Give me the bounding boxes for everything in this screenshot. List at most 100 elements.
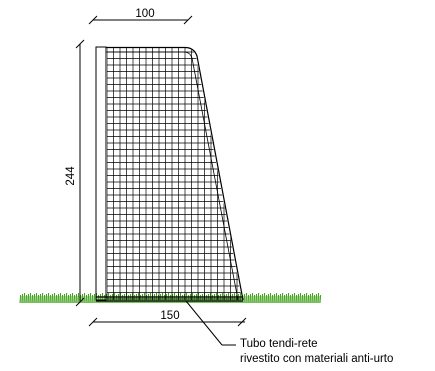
grass-blade — [303, 293, 306, 304]
grass-blade — [225, 293, 228, 304]
grass-blade — [275, 292, 278, 304]
grass-blade — [91, 294, 94, 304]
grass-blade — [71, 292, 74, 304]
grass-blade — [293, 292, 296, 304]
grass-blade — [301, 294, 304, 304]
grass-blade — [67, 294, 70, 304]
grass-blade — [317, 292, 320, 304]
grass-blade — [285, 293, 288, 304]
grass-blade — [87, 293, 90, 304]
grass-blade — [313, 294, 316, 304]
grass-blade — [63, 293, 66, 304]
grass-blade — [141, 293, 144, 304]
grass-blade — [135, 293, 138, 304]
grass-blade — [195, 293, 198, 304]
grass-blade — [271, 294, 274, 304]
grass-blade — [99, 293, 102, 304]
annotation-line-1: Tubo tendi-rete — [240, 338, 318, 350]
grass-blade — [69, 293, 72, 304]
top-width-label: 100 — [135, 8, 154, 20]
top-dimension: 100 — [88, 8, 193, 25]
grass-blade — [263, 292, 266, 304]
grass-blade — [183, 293, 186, 304]
grass-blade — [117, 293, 120, 304]
grass-blade — [35, 292, 38, 304]
grass-blade — [29, 292, 32, 304]
height-dimension: 244 — [65, 39, 85, 307]
grass-blade — [245, 292, 248, 304]
annotation-leader-line — [185, 300, 223, 346]
grass-blade — [289, 294, 292, 304]
grass-blade — [57, 293, 60, 304]
grass-blade — [283, 294, 286, 304]
grass-blade — [255, 293, 258, 304]
grass-blade — [315, 293, 318, 304]
grass-blade — [287, 292, 290, 304]
grass-blade — [307, 294, 310, 304]
grass-blade — [159, 293, 162, 304]
net-frame-outline — [106, 46, 244, 301]
grass-blade — [123, 293, 126, 304]
grass-blade — [93, 293, 96, 304]
grass-blade — [281, 292, 284, 304]
grass-blade — [111, 293, 114, 304]
grass-blade — [55, 294, 58, 304]
grass-blade — [129, 293, 132, 304]
grass-blade — [59, 292, 62, 304]
grass-blade — [279, 293, 282, 304]
grass-blade — [277, 294, 280, 304]
grass-blade — [259, 294, 262, 304]
net-frame-inner-line — [106, 51, 239, 301]
grass-blade — [297, 293, 300, 304]
base-width-label: 150 — [160, 310, 179, 322]
grass-blade — [65, 292, 68, 304]
grass-blade — [261, 293, 264, 304]
grass-blade — [265, 294, 268, 304]
grass-blade — [249, 293, 252, 304]
grass-blade — [73, 294, 76, 304]
grass-blade — [305, 292, 308, 304]
grass-blade — [147, 293, 150, 304]
grass-blade — [23, 292, 26, 304]
grass-blade — [37, 294, 40, 304]
grass-blade — [309, 293, 312, 304]
grass-blade — [43, 294, 46, 304]
grass-blade — [33, 293, 36, 304]
height-label: 244 — [65, 166, 77, 186]
grass-blade — [89, 292, 92, 304]
grass-blade — [49, 294, 52, 304]
grass-blade — [21, 293, 24, 304]
grass-blade — [103, 294, 106, 304]
grass-blade — [231, 293, 234, 304]
grass-blade — [311, 292, 314, 304]
base-dimension: 150 — [88, 310, 247, 327]
grass-blade — [219, 293, 222, 304]
grass-blade — [75, 293, 78, 304]
grass-blade — [291, 293, 294, 304]
grass-blade — [25, 294, 28, 304]
grass-blade — [273, 293, 276, 304]
grass-blade — [97, 294, 100, 304]
grass-blade — [19, 294, 22, 304]
grass-blade — [213, 293, 216, 304]
grass-blade — [299, 292, 302, 304]
grass-blade — [295, 294, 298, 304]
grass-blade — [201, 293, 204, 304]
grass-blade — [269, 292, 272, 304]
goal-post — [95, 46, 107, 301]
grass-blade — [251, 292, 254, 304]
grass-blade — [165, 293, 168, 304]
grass-blade — [83, 292, 86, 304]
grass-blade — [47, 292, 50, 304]
grass-blade — [267, 293, 270, 304]
grass-blade — [27, 293, 30, 304]
grass-blade — [61, 294, 64, 304]
grass-blade — [77, 292, 80, 304]
grass-blade — [81, 293, 84, 304]
annotation-line-2: rivestito con materiali anti-urto — [240, 353, 393, 365]
grass-blade — [53, 292, 56, 304]
grass-blade — [319, 294, 322, 304]
grass-blade — [189, 293, 192, 304]
